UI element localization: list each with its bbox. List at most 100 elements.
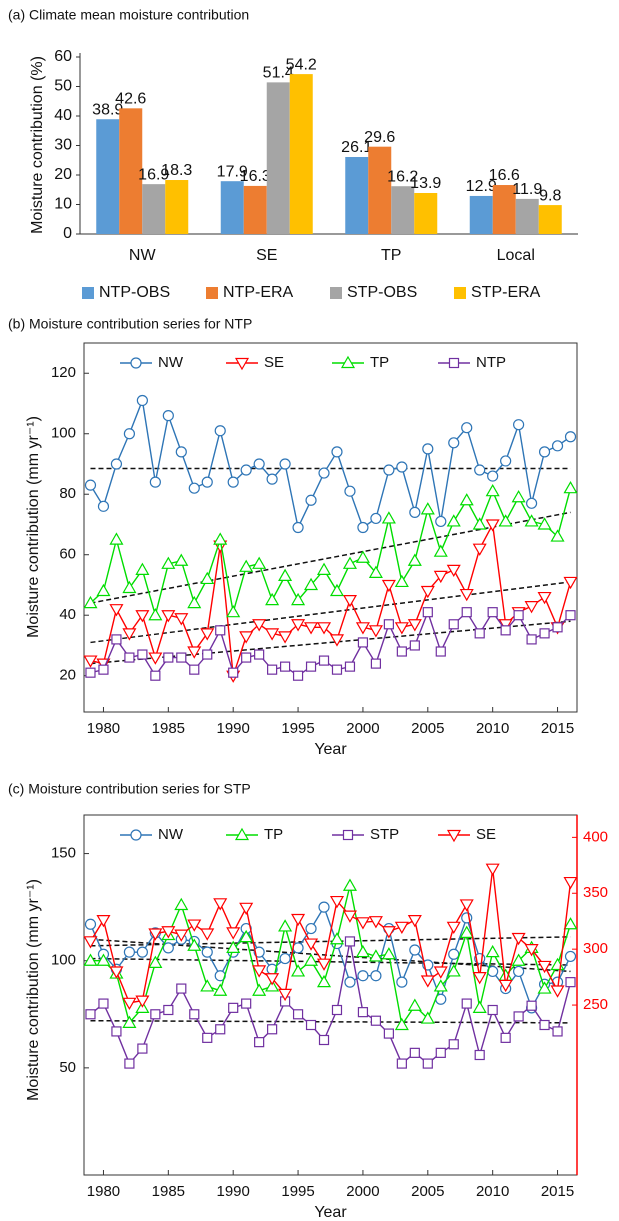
marker xyxy=(234,357,250,371)
marker xyxy=(226,604,241,618)
marker xyxy=(513,610,524,621)
marker xyxy=(123,946,136,958)
marker xyxy=(305,1019,317,1031)
marker xyxy=(135,995,150,1008)
marker xyxy=(342,594,357,608)
y-tick-label: 20 xyxy=(54,166,72,183)
marker xyxy=(97,500,110,512)
marker xyxy=(241,998,252,1009)
marker xyxy=(331,446,343,458)
marker xyxy=(122,1015,137,1028)
bar xyxy=(368,146,392,234)
marker xyxy=(370,658,382,669)
marker xyxy=(109,532,124,545)
marker xyxy=(472,1000,487,1013)
marker xyxy=(279,952,291,965)
marker xyxy=(136,394,148,407)
y-tick-label: 40 xyxy=(59,606,76,623)
marker xyxy=(200,571,215,585)
marker xyxy=(226,940,241,953)
legend-label: NTP xyxy=(476,354,506,371)
marker xyxy=(252,619,267,632)
marker xyxy=(291,913,306,927)
marker xyxy=(435,515,447,528)
y2-tick-label: 250 xyxy=(583,996,608,1013)
marker xyxy=(487,470,499,482)
marker xyxy=(253,946,265,958)
series-line xyxy=(89,868,572,1004)
value-label: 51.4 xyxy=(263,65,294,82)
marker xyxy=(201,476,213,488)
marker xyxy=(109,604,124,617)
marker xyxy=(174,929,189,942)
marker xyxy=(265,628,280,641)
legend-label: STP-OBS xyxy=(347,284,417,301)
y-tick-label: 40 xyxy=(54,107,72,124)
value-label: 17.9 xyxy=(217,163,248,180)
marker xyxy=(239,902,254,916)
marker xyxy=(407,619,422,632)
marker xyxy=(150,670,161,681)
marker xyxy=(122,997,137,1011)
marker xyxy=(435,1047,446,1058)
marker xyxy=(122,628,137,641)
marker xyxy=(163,652,174,663)
marker xyxy=(200,928,215,941)
marker xyxy=(394,921,409,935)
marker xyxy=(551,440,564,452)
bar xyxy=(142,184,166,234)
marker xyxy=(370,970,382,982)
marker xyxy=(213,898,228,911)
marker xyxy=(357,521,369,534)
marker xyxy=(316,562,332,575)
marker xyxy=(381,947,396,960)
marker xyxy=(448,357,460,369)
legend-label: NW xyxy=(158,826,184,843)
x-tick-label: NW xyxy=(129,247,157,264)
marker xyxy=(329,583,345,597)
marker xyxy=(278,988,293,1002)
x-tick-label: 2000 xyxy=(346,720,379,737)
marker xyxy=(252,556,267,569)
marker xyxy=(305,661,317,672)
y2-tick-label: 300 xyxy=(583,940,608,957)
marker xyxy=(329,895,345,909)
marker xyxy=(254,1037,265,1048)
marker xyxy=(98,664,109,675)
marker xyxy=(304,953,319,966)
marker xyxy=(187,595,202,609)
marker xyxy=(110,458,123,470)
marker xyxy=(109,966,124,979)
marker xyxy=(500,455,512,467)
marker xyxy=(123,428,136,440)
marker xyxy=(435,646,446,657)
value-label: 12.9 xyxy=(466,178,497,195)
marker xyxy=(461,998,472,1009)
value-label: 38.9 xyxy=(92,101,123,118)
marker xyxy=(485,483,500,497)
trend-line xyxy=(90,581,571,644)
marker xyxy=(292,670,304,681)
value-label: 26.1 xyxy=(341,139,372,156)
marker xyxy=(344,661,356,672)
series-line xyxy=(89,397,571,530)
series-line xyxy=(90,522,572,676)
marker xyxy=(318,1034,330,1046)
marker xyxy=(137,1043,148,1054)
marker xyxy=(565,610,576,621)
marker xyxy=(459,925,474,938)
marker xyxy=(239,929,254,943)
y-tick-label: 20 xyxy=(59,667,76,684)
marker xyxy=(448,948,460,960)
marker xyxy=(448,619,459,630)
marker xyxy=(316,622,332,635)
marker xyxy=(565,977,576,988)
x-tick-label: 1990 xyxy=(217,720,250,737)
marker xyxy=(396,976,408,988)
marker xyxy=(368,565,383,578)
marker xyxy=(485,519,500,532)
marker xyxy=(407,553,422,566)
marker xyxy=(83,936,98,949)
